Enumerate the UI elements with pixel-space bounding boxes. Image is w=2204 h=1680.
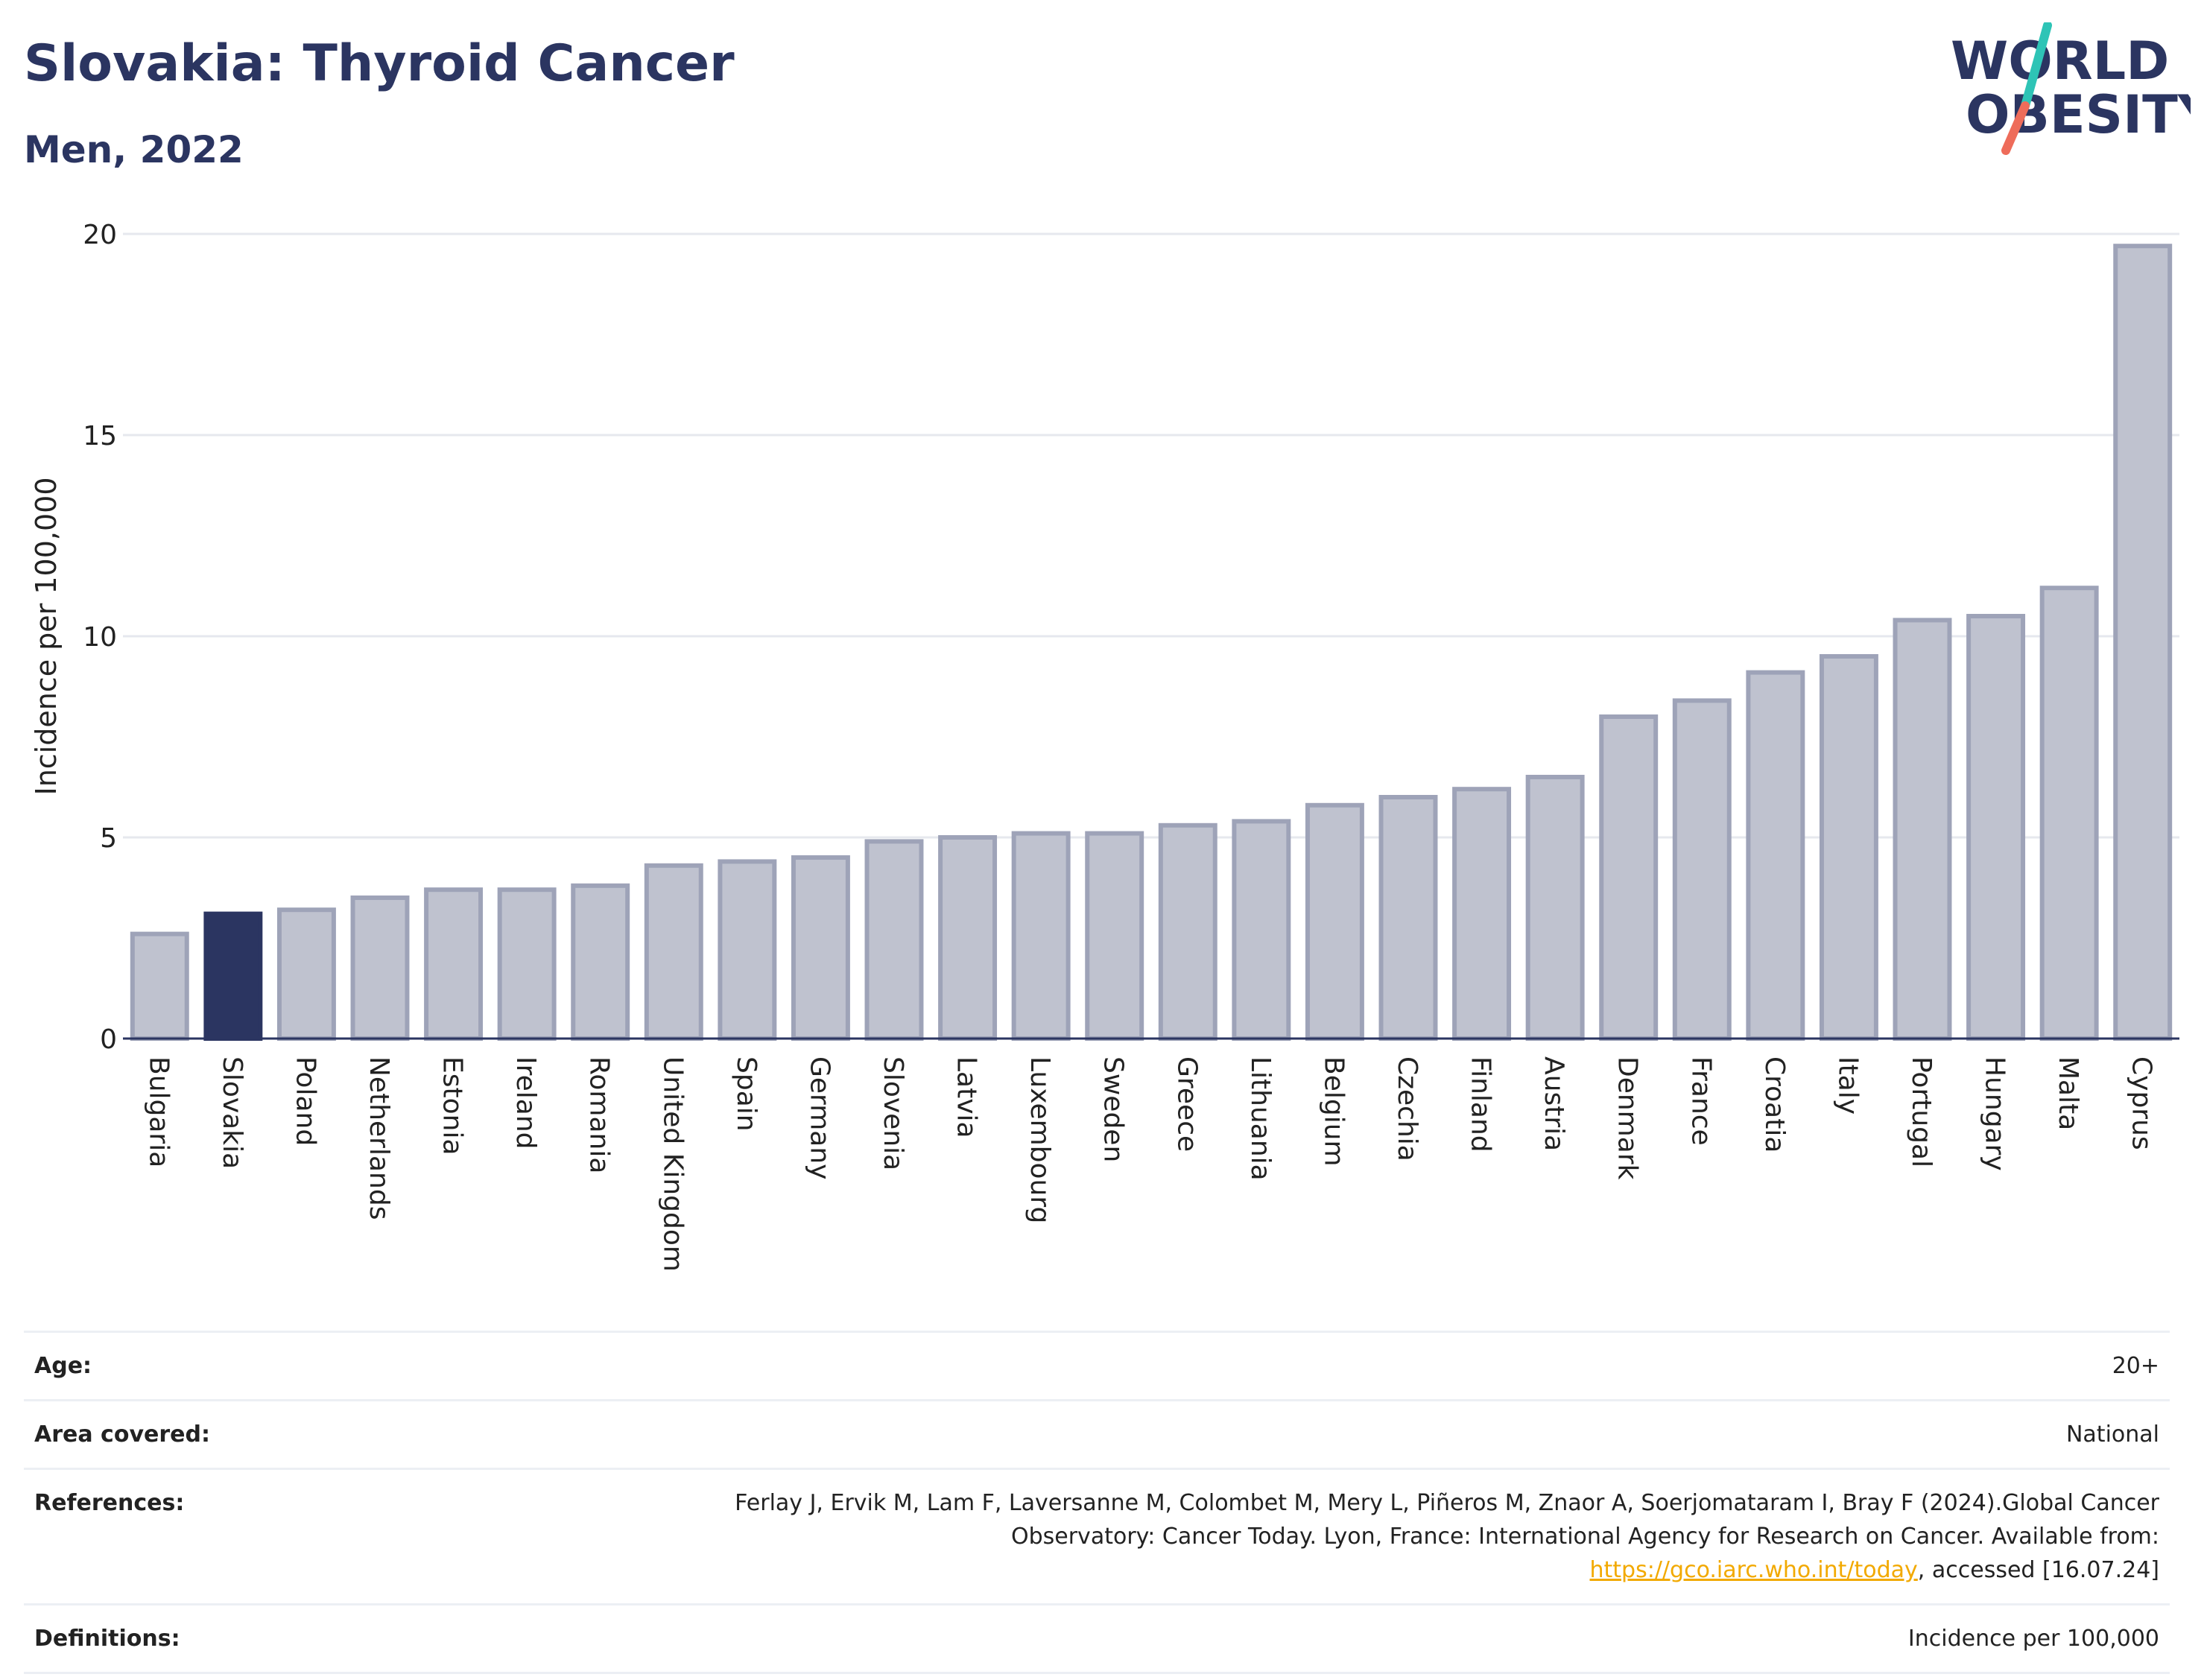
x-tick-label: Romania xyxy=(584,1056,615,1173)
logo-slash-top xyxy=(2021,22,2052,110)
x-tick-label: Portugal xyxy=(1906,1056,1937,1167)
bar-latvia xyxy=(938,835,998,1041)
bar-netherlands xyxy=(350,896,410,1041)
y-tick-label: 5 xyxy=(100,823,117,854)
bar-chart: 0 5 10 15 20 Bulgaria Slovakia Poland Netherlan… xyxy=(30,220,2179,1272)
bar-bulgaria xyxy=(130,931,189,1041)
x-tick-label: Malta xyxy=(2053,1056,2083,1130)
logo-slash-bottom xyxy=(2001,101,2030,155)
bar-ireland xyxy=(497,887,557,1041)
y-tick-label: 10 xyxy=(83,622,117,653)
bar-slovenia xyxy=(864,839,924,1042)
bar-spain xyxy=(718,859,777,1042)
logo-line-1: WORLD xyxy=(1951,31,2169,92)
x-tick-label: Belgium xyxy=(1318,1056,1349,1167)
definitions-value: Incidence per 100,000 xyxy=(1907,1626,2159,1652)
age-label: Age: xyxy=(34,1353,92,1379)
bar-italy xyxy=(1819,654,1878,1041)
bar-united-kingdom xyxy=(644,863,703,1042)
bar-romania xyxy=(571,883,630,1042)
x-tick-label: Czechia xyxy=(1392,1056,1422,1161)
bar-poland xyxy=(276,907,336,1041)
x-tick-label: Croatia xyxy=(1759,1056,1790,1153)
x-tick-label: Estonia xyxy=(437,1056,468,1156)
info-table: Age: 20+ Area covered: National Referenc… xyxy=(24,1331,2170,1674)
bar-greece xyxy=(1158,822,1217,1042)
bar-denmark xyxy=(1599,714,1659,1041)
y-axis-ticks: 0 5 10 15 20 xyxy=(83,220,117,1055)
bar-czechia xyxy=(1378,795,1438,1041)
bar-estonia xyxy=(424,887,484,1041)
x-tick-label: Hungary xyxy=(1980,1056,2010,1171)
references-accessed: , accessed [16.07.24] xyxy=(1917,1557,2159,1583)
bar-hungary xyxy=(1966,614,2026,1041)
bar-sweden xyxy=(1085,831,1144,1041)
y-tick-label: 20 xyxy=(83,220,117,250)
definitions-label: Definitions: xyxy=(34,1626,180,1652)
x-tick-label: Denmark xyxy=(1612,1056,1643,1180)
area-value: National xyxy=(2065,1421,2159,1448)
bar-cyprus xyxy=(2113,244,2173,1042)
bars xyxy=(130,244,2173,1042)
x-tick-label: Bulgaria xyxy=(143,1056,174,1167)
x-tick-label: Austria xyxy=(1539,1056,1569,1151)
x-tick-label: Ireland xyxy=(510,1056,541,1150)
bar-malta xyxy=(2039,586,2099,1041)
x-tick-label: Luxembourg xyxy=(1025,1056,1055,1223)
x-tick-label: Latvia xyxy=(951,1056,982,1138)
references-label: References: xyxy=(34,1490,185,1516)
x-tick-label: Germany xyxy=(804,1056,835,1179)
references-link[interactable]: https://gco.iarc.who.int/today xyxy=(1589,1557,1918,1583)
x-tick-label: Sweden xyxy=(1098,1056,1129,1162)
info-row-area: Area covered: National xyxy=(24,1399,2170,1468)
x-tick-label: United Kingdom xyxy=(657,1056,688,1272)
area-label: Area covered: xyxy=(34,1421,210,1448)
x-tick-label: Slovakia xyxy=(217,1056,247,1169)
x-tick-label: Slovenia xyxy=(878,1056,908,1170)
bar-croatia xyxy=(1746,670,1805,1041)
x-tick-label: Italy xyxy=(1832,1056,1863,1115)
bar-belgium xyxy=(1305,802,1364,1042)
age-value: 20+ xyxy=(2112,1353,2159,1379)
y-tick-label: 0 xyxy=(100,1024,117,1055)
world-obesity-logo: WORLD OBESITY xyxy=(1951,22,2191,155)
info-row-age: Age: 20+ xyxy=(24,1331,2170,1399)
x-tick-label: Lithuania xyxy=(1245,1056,1276,1181)
info-row-references: References: Ferlay J, Ervik M, Lam F, La… xyxy=(24,1468,2170,1603)
x-tick-label: France xyxy=(1685,1056,1716,1146)
chart-subtitle: Men, 2022 xyxy=(24,128,244,171)
x-tick-label: Cyprus xyxy=(2127,1056,2157,1150)
bar-lithuania xyxy=(1232,819,1291,1042)
bar-luxembourg xyxy=(1011,831,1071,1041)
x-tick-label: Netherlands xyxy=(364,1056,394,1220)
references-value: Ferlay J, Ervik M, Lam F, Laversanne M, … xyxy=(669,1486,2159,1587)
x-tick-label: Greece xyxy=(1171,1056,1202,1152)
bar-france xyxy=(1672,698,1732,1042)
chart-title: Slovakia: Thyroid Cancer xyxy=(24,34,735,93)
references-text: Ferlay J, Ervik M, Lam F, Laversanne M, … xyxy=(735,1490,2159,1550)
logo-line-2: OBESITY xyxy=(1966,84,2191,145)
bar-finland xyxy=(1452,787,1512,1041)
bar-germany xyxy=(791,855,850,1041)
y-tick-label: 15 xyxy=(83,421,117,451)
bar-austria xyxy=(1525,775,1585,1041)
info-row-definitions: Definitions: Incidence per 100,000 xyxy=(24,1603,2170,1674)
x-axis-labels: Bulgaria Slovakia Poland Netherlands Estonia… xyxy=(143,1056,2156,1272)
x-tick-label: Spain xyxy=(731,1056,761,1132)
x-tick-label: Finland xyxy=(1466,1056,1496,1153)
bar-slovakia xyxy=(203,911,263,1041)
x-tick-label: Poland xyxy=(290,1056,320,1146)
bar-portugal xyxy=(1893,618,1952,1041)
y-axis-title: Incidence per 100,000 xyxy=(30,477,63,795)
